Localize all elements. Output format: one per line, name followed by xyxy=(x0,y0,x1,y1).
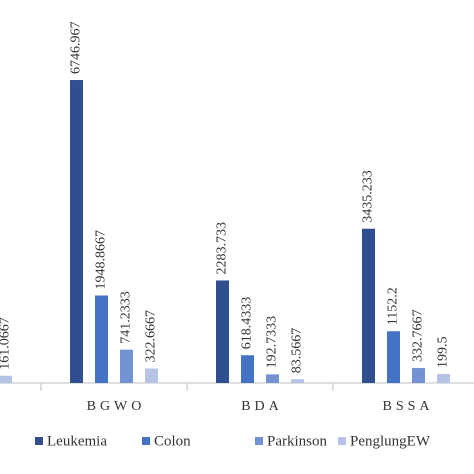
value-label: 1152.2 xyxy=(386,287,401,325)
bar xyxy=(241,355,254,383)
bar xyxy=(70,80,83,383)
bar xyxy=(95,295,108,383)
value-label: 1948.8667 xyxy=(94,230,109,290)
bar xyxy=(437,374,450,383)
value-label: 618.4333 xyxy=(240,297,255,350)
value-label: 83.5667 xyxy=(290,328,305,374)
legend-label: Colon xyxy=(154,433,191,449)
value-label: 741.2333 xyxy=(119,291,134,344)
legend-swatch xyxy=(338,437,346,445)
bar xyxy=(387,331,400,383)
bar xyxy=(362,228,375,383)
x-tick-label: BGWO xyxy=(87,399,146,414)
value-label: 192.7333 xyxy=(265,316,280,369)
legend-swatch xyxy=(35,437,43,445)
bar xyxy=(216,280,229,383)
bar xyxy=(145,368,158,383)
bar xyxy=(0,375,12,383)
x-tick-label: BSSA xyxy=(382,399,433,414)
value-label: 2283.733 xyxy=(215,222,230,275)
value-label: 322.6667 xyxy=(144,310,159,363)
legend-label: PenglungEW xyxy=(350,433,431,449)
value-label: 161.0667 xyxy=(0,317,13,370)
legend-swatch xyxy=(255,437,263,445)
bar xyxy=(120,349,133,383)
value-label: 3435.233 xyxy=(361,170,376,223)
legend-swatch xyxy=(142,437,150,445)
bar xyxy=(266,374,279,383)
value-label: 199.5 xyxy=(436,337,451,369)
legend-label: Leukemia xyxy=(47,433,107,449)
value-label: 6746.967 xyxy=(69,22,84,75)
value-label: 332.7667 xyxy=(411,310,426,363)
bar xyxy=(412,368,425,383)
legend-label: Parkinson xyxy=(267,433,328,449)
bar xyxy=(291,379,304,383)
x-tick-label: BDA xyxy=(241,399,283,414)
